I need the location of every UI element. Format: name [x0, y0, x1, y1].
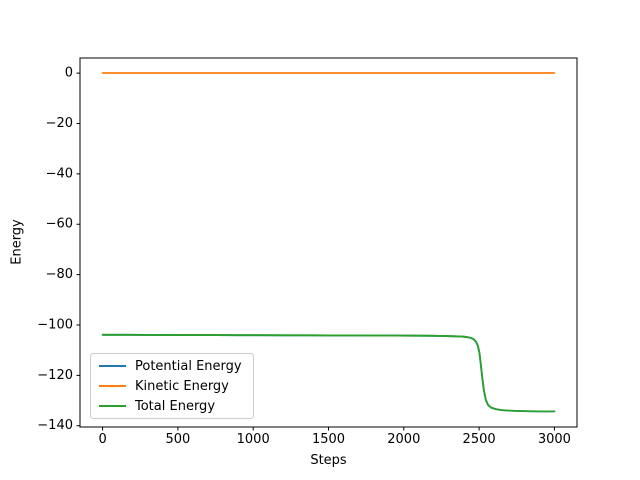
- x-tick-label: 3000: [538, 432, 571, 447]
- y-tick-label: −100: [37, 317, 73, 332]
- x-tick-label: 1500: [312, 432, 345, 447]
- x-axis-label: Steps: [310, 453, 347, 468]
- legend-line-potential-icon: [99, 365, 126, 367]
- x-tick-label: 1000: [237, 432, 270, 447]
- y-tick-label: −60: [46, 217, 73, 232]
- y-tick-label: −120: [37, 368, 73, 383]
- legend-line-total-icon: [99, 405, 126, 407]
- y-tick-label: −140: [37, 418, 73, 433]
- y-tick-label: 0: [65, 66, 73, 81]
- y-axis-label: Energy: [9, 219, 25, 265]
- legend-line-kinetic-icon: [99, 385, 126, 387]
- x-tick-label: 500: [165, 432, 190, 447]
- legend: Potential Energy Kinetic Energy Total En…: [90, 353, 254, 419]
- legend-item-kinetic-energy: Kinetic Energy: [99, 376, 245, 396]
- x-tick-label: 2000: [387, 432, 420, 447]
- legend-label: Total Energy: [135, 398, 216, 414]
- x-tick-label: 2500: [463, 432, 496, 447]
- legend-item-total-energy: Total Energy: [99, 396, 245, 416]
- y-tick-label: −80: [46, 267, 73, 282]
- series-line-2: [101, 333, 556, 413]
- y-tick-label: −40: [46, 166, 73, 181]
- legend-label: Potential Energy: [135, 358, 242, 374]
- y-tick-label: −20: [46, 116, 73, 131]
- legend-item-potential-energy: Potential Energy: [99, 356, 245, 376]
- x-tick-label: 0: [98, 432, 106, 447]
- legend-label: Kinetic Energy: [135, 378, 229, 394]
